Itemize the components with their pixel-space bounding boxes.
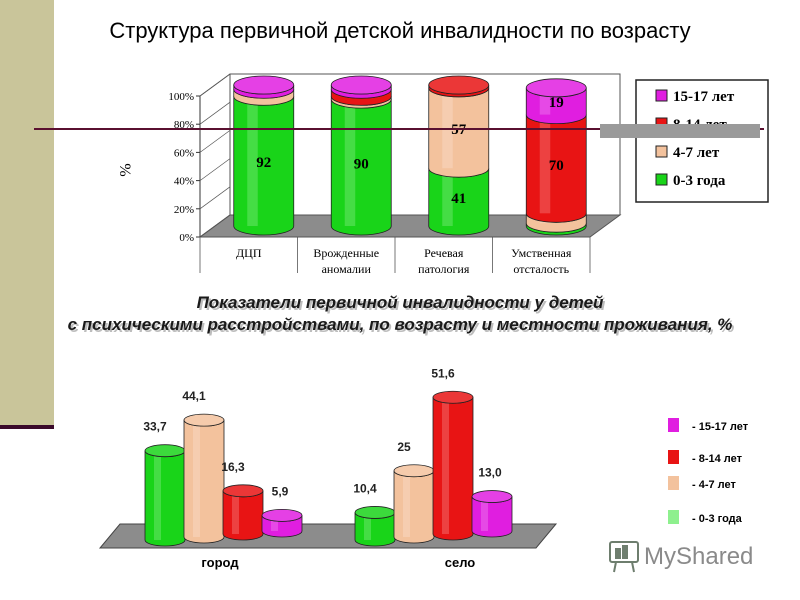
chart1-data-label: 19 xyxy=(549,95,564,111)
chart1-bar-segment-top xyxy=(525,78,587,98)
chart2-data-label: 44,1 xyxy=(182,389,206,403)
chart1-ytick-label: 20% xyxy=(174,204,194,216)
chart2-data-label: 13,0 xyxy=(478,466,502,480)
chart2-bar-highlight xyxy=(403,470,410,537)
chart2-bar-top xyxy=(393,464,435,478)
chart2-bar xyxy=(432,397,474,541)
chart2-bar-highlight xyxy=(364,512,371,540)
chart1-legend-swatch xyxy=(655,89,668,102)
chart2-legend-label: - 8-14 лет xyxy=(692,453,743,465)
chart1-ytick-depth xyxy=(199,101,231,125)
chart1-legend-label: 4-7 лет xyxy=(673,145,720,161)
chart1-category-label: Речевая xyxy=(424,246,464,260)
chart1-ytick-depth xyxy=(199,130,231,153)
chart1-data-label: 90 xyxy=(354,157,369,173)
chart2-title-line1: Показатели первичной инвалидности у дете… xyxy=(196,293,604,312)
chart2-bar-highlight xyxy=(232,490,239,534)
chart2-data-label: 16,3 xyxy=(221,460,245,474)
chart2-data-label: 33,7 xyxy=(143,420,167,434)
chart2-data-label: 51,6 xyxy=(431,366,455,380)
chart1-bar-segment-top xyxy=(428,75,490,95)
chart2-bar-highlight xyxy=(481,496,488,531)
watermark-logo: MyShared xyxy=(609,541,753,573)
chart1-category-label: Врожденные xyxy=(313,246,379,260)
horizontal-rule xyxy=(34,128,764,130)
chart2-bar xyxy=(183,420,225,544)
chart1-ytick-depth xyxy=(199,214,231,238)
chart2-bar-top xyxy=(183,413,225,427)
chart2-bar-highlight xyxy=(193,420,200,537)
chart1-bar-segment-highlight xyxy=(344,99,356,226)
chart2-bar-top xyxy=(354,506,396,519)
presentation-icon xyxy=(609,541,639,573)
chart2-title: Показатели первичной инвалидности у дете… xyxy=(0,292,800,336)
chart2-bar xyxy=(393,470,435,544)
chart1-data-label: 57 xyxy=(451,122,467,138)
chart2-bar xyxy=(222,490,264,541)
grey-accent-bar xyxy=(600,124,760,138)
chart1-bar-segment-highlight xyxy=(442,168,453,226)
stacked-bar-chart: 0%20%40%60%80%100%% 92ДЦП90Врожденныеаном… xyxy=(116,73,769,276)
chart1-ytick-label: 100% xyxy=(168,91,194,103)
chart2-bar-highlight xyxy=(442,397,449,534)
chart1-category-label: Умственная xyxy=(511,246,572,260)
chart2-legend-swatch xyxy=(668,510,679,524)
chart2-data-label: 10,4 xyxy=(353,481,377,495)
chart2-bar-top xyxy=(261,508,303,522)
chart2-bar xyxy=(144,450,186,547)
chart1-legend-swatch xyxy=(655,173,668,186)
chart1-category-label: ДЦП xyxy=(236,246,262,260)
chart1-data-label: 70 xyxy=(549,158,564,174)
chart2-bar-top xyxy=(222,484,264,498)
chart2-legend-label: - 0-3 года xyxy=(692,513,743,525)
chart1-bar-segment-highlight xyxy=(539,87,551,115)
chart2-legend-label: - 4-7 лет xyxy=(692,479,736,491)
chart1-legend-swatch xyxy=(655,145,668,158)
chart2-data-label: 25 xyxy=(397,440,411,454)
left-decorative-band xyxy=(0,0,54,425)
left-band-edge xyxy=(0,425,54,429)
watermark-text: MyShared xyxy=(644,543,753,570)
page-title: Структура первичной детской инвалидности… xyxy=(109,18,691,43)
chart2-bar-top xyxy=(432,390,474,404)
chart1-bar-segment-highlight xyxy=(247,96,258,226)
chart2-legend-swatch xyxy=(668,476,679,490)
chart1-category-label: аномалии xyxy=(322,262,372,276)
chart1-ytick-depth xyxy=(199,158,231,181)
chart2-legend-swatch xyxy=(668,418,679,432)
chart1-data-label: 41 xyxy=(451,191,466,207)
chart2-title-line2: с психическими расстройствами, по возрас… xyxy=(67,315,733,334)
chart1-ytick-depth xyxy=(199,186,231,210)
chart2-category-label: город xyxy=(201,555,239,570)
chart1-category-label: отсталость xyxy=(513,262,569,276)
chart2-bar-highlight xyxy=(271,515,278,531)
chart2-data-label: 5,9 xyxy=(272,484,289,498)
chart2-bar-highlight xyxy=(154,450,161,540)
chart2-category-label: село xyxy=(445,555,476,570)
chart1-ytick-depth xyxy=(199,73,231,97)
chart1-ytick-label: 0% xyxy=(179,232,194,244)
chart1-legend-label: 0-3 года xyxy=(673,173,726,189)
chart1-category-label: патология xyxy=(418,262,470,276)
chart1-bar-segment-top xyxy=(330,75,392,95)
chart1-ytick-label: 60% xyxy=(174,147,194,159)
chart2-legend-label: - 15-17 лет xyxy=(692,421,749,433)
chart1-ytick-label: 40% xyxy=(174,176,194,188)
chart1-legend-label: 15-17 лет xyxy=(673,89,735,105)
chart1-data-label: 92 xyxy=(256,155,271,171)
chart2-legend-swatch xyxy=(668,450,679,464)
chart2-bar-top xyxy=(144,444,186,458)
chart2-bar-top xyxy=(471,490,513,503)
chart1-bar-segment-highlight xyxy=(539,114,551,214)
chart1-bar-segment-top xyxy=(233,75,295,95)
chart1-y-axis-label: % xyxy=(116,163,133,176)
